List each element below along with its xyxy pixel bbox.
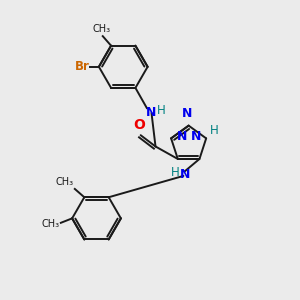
Text: H: H (157, 104, 165, 117)
Text: N: N (176, 130, 187, 143)
Text: N: N (182, 107, 192, 120)
Text: H: H (210, 124, 219, 136)
Text: O: O (133, 118, 145, 132)
Text: H: H (171, 166, 180, 179)
Text: N: N (146, 106, 157, 119)
Text: N: N (180, 168, 191, 181)
Text: CH₃: CH₃ (92, 24, 111, 34)
Text: CH₃: CH₃ (41, 219, 60, 229)
Text: N: N (190, 130, 201, 143)
Text: CH₃: CH₃ (56, 177, 74, 187)
Text: Br: Br (74, 60, 89, 73)
